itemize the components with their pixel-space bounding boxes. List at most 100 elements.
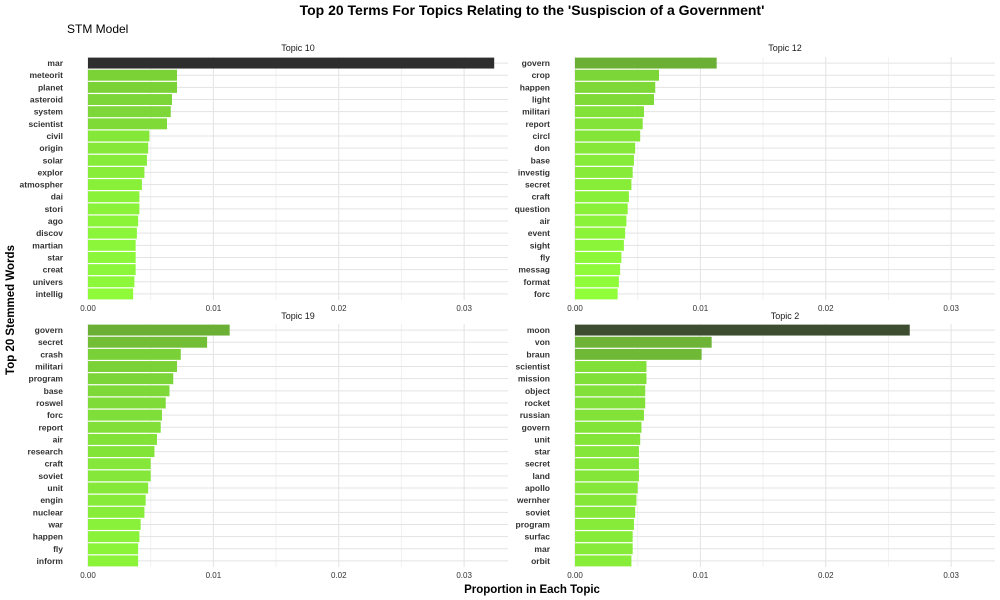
x-tick-label: 0.02 xyxy=(818,571,834,580)
tick-label-stori: stori xyxy=(45,204,63,214)
bar-engin xyxy=(88,494,146,506)
tick-label-discov: discov xyxy=(36,228,63,238)
bar-solar xyxy=(88,154,147,166)
tick-label-govern: govern xyxy=(35,325,63,335)
tick-label-govern: govern xyxy=(522,58,550,68)
bar-roswel xyxy=(88,397,166,409)
tick-label-creat: creat xyxy=(43,265,63,275)
x-tick-label: 0.00 xyxy=(567,571,583,580)
bar-secret xyxy=(575,179,632,191)
tick-label-secret: secret xyxy=(525,180,550,190)
tick-label-orbit: orbit xyxy=(531,556,550,566)
x-tick-label: 0.03 xyxy=(456,304,472,313)
bar-nuclear xyxy=(88,506,145,518)
bar-origin xyxy=(88,142,149,154)
facet-strip-label: Topic 12 xyxy=(768,43,802,53)
tick-label-report: report xyxy=(38,422,63,432)
bar-mar xyxy=(88,57,495,69)
x-tick-label: 0.01 xyxy=(693,304,709,313)
tick-label-sight: sight xyxy=(530,240,550,250)
tick-label-russian: russian xyxy=(520,410,550,420)
bar-intellig xyxy=(88,288,134,300)
tick-label-war: war xyxy=(47,519,63,529)
bar-discov xyxy=(88,227,137,239)
bar-unit xyxy=(88,482,149,494)
tick-label-von: von xyxy=(535,337,550,347)
x-tick-label: 0.03 xyxy=(456,571,472,580)
x-axis-title: Proportion in Each Topic xyxy=(464,584,600,596)
bar-circl xyxy=(575,130,641,142)
tick-label-militari: militari xyxy=(35,362,63,372)
facet-panel-2: Topic 12 govern crop happen light militari rep… xyxy=(515,43,995,313)
bar-crop xyxy=(575,69,659,81)
bar-soviet xyxy=(88,470,151,482)
tick-label-research: research xyxy=(28,447,63,457)
tick-label-mission: mission xyxy=(518,374,550,384)
tick-label-format: format xyxy=(524,277,551,287)
bar-scientist xyxy=(575,361,647,372)
tick-label-civil: civil xyxy=(46,131,63,141)
x-tick-label: 0.02 xyxy=(331,571,347,580)
bar-von xyxy=(575,336,712,348)
tick-label-unit: unit xyxy=(47,483,63,493)
bar-rocket xyxy=(575,397,646,409)
bar-craft xyxy=(88,458,151,470)
tick-label-mar: mar xyxy=(47,58,63,68)
bar-forc xyxy=(575,288,618,300)
bar-moon xyxy=(575,324,910,336)
bar-explor xyxy=(88,166,145,178)
facet-panel-4: Topic 2 moon von braun scientist mission objec… xyxy=(516,311,995,580)
tick-label-nuclear: nuclear xyxy=(33,507,64,517)
tick-label-star: star xyxy=(47,252,63,262)
bar-unit xyxy=(575,433,641,445)
tick-label-craft: craft xyxy=(45,459,64,469)
bar-program xyxy=(88,373,174,385)
bar-fly xyxy=(88,543,139,555)
x-tick-label: 0.02 xyxy=(331,304,347,313)
tick-label-fly: fly xyxy=(53,544,63,554)
tick-label-air: air xyxy=(53,434,64,444)
bar-happen xyxy=(88,531,140,543)
bar-ago xyxy=(88,215,139,227)
tick-label-scientist: scientist xyxy=(516,362,551,372)
bar-happen xyxy=(575,81,656,93)
bar-star xyxy=(88,252,136,263)
tick-label-explor: explor xyxy=(37,167,63,177)
bar-asteroid xyxy=(88,94,172,105)
bar-air xyxy=(88,433,157,445)
bar-don xyxy=(575,142,636,154)
tick-label-asteroid: asteroid xyxy=(30,95,63,105)
tick-label-star: star xyxy=(534,447,550,457)
tick-label-report: report xyxy=(525,119,550,129)
facet-strip-label: Topic 10 xyxy=(281,43,315,53)
x-tick-label: 0.02 xyxy=(818,304,834,313)
x-tick-label: 0.00 xyxy=(80,304,96,313)
bar-orbit xyxy=(575,555,632,567)
tick-label-solar: solar xyxy=(43,155,64,165)
tick-label-program: program xyxy=(29,374,64,384)
tick-label-martian: martian xyxy=(32,240,63,250)
tick-label-crop: crop xyxy=(532,70,550,80)
tick-label-univers: univers xyxy=(33,277,64,287)
tick-label-craft: craft xyxy=(532,192,551,202)
bar-surfac xyxy=(575,531,633,543)
bar-forc xyxy=(88,409,162,421)
tick-label-program: program xyxy=(516,519,551,529)
bar-crash xyxy=(88,348,181,360)
tick-label-base: base xyxy=(531,155,551,165)
bar-object xyxy=(575,385,646,397)
tick-label-militari: militari xyxy=(522,107,550,117)
tick-label-fly: fly xyxy=(540,252,550,262)
tick-label-soviet: soviet xyxy=(38,471,63,481)
bar-sight xyxy=(575,239,624,251)
tick-label-apollo: apollo xyxy=(525,483,550,493)
bar-secret xyxy=(88,336,208,348)
tick-label-soviet: soviet xyxy=(525,507,550,517)
tick-label-system: system xyxy=(34,107,64,117)
bar-messag xyxy=(575,264,621,276)
bar-apollo xyxy=(575,482,638,494)
bar-militari xyxy=(575,106,644,118)
bar-air xyxy=(575,215,627,227)
tick-label-moon: moon xyxy=(527,325,550,335)
